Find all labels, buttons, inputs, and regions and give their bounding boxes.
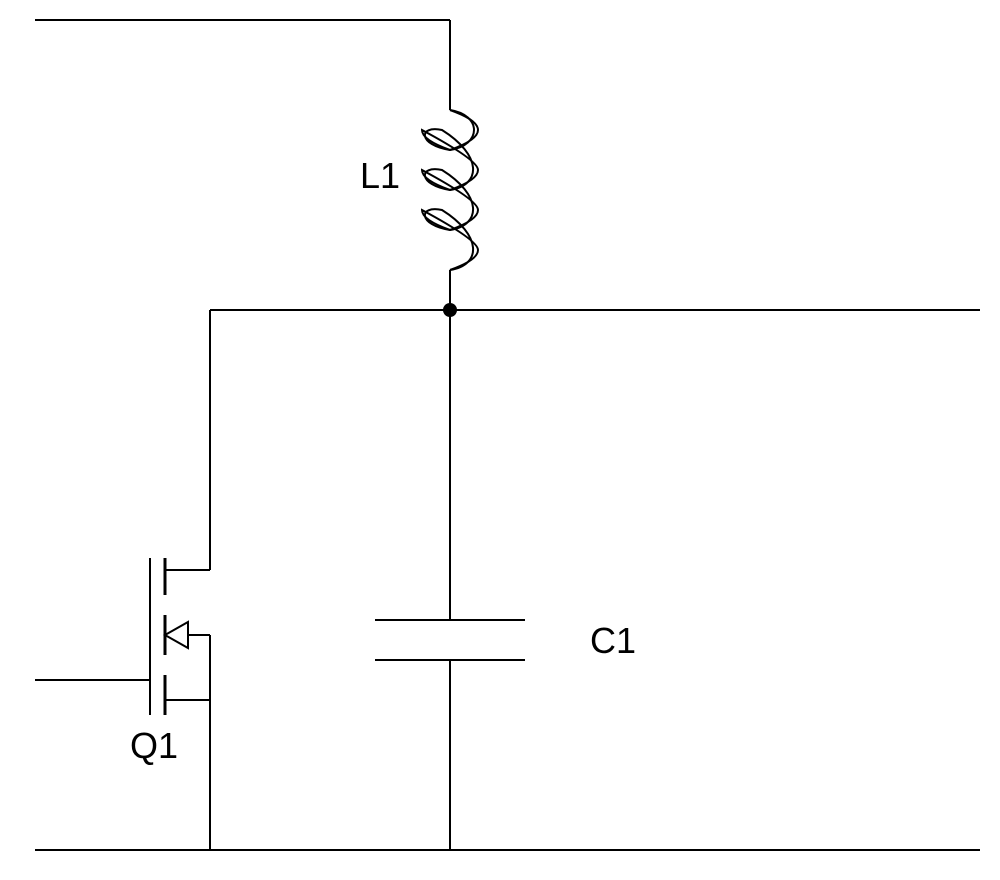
mosfet-arrow xyxy=(165,622,188,648)
inductor-label: L1 xyxy=(360,155,400,197)
capacitor-label: C1 xyxy=(590,620,636,662)
mosfet-label: Q1 xyxy=(130,725,178,767)
inductor-coil-simple xyxy=(425,110,474,270)
